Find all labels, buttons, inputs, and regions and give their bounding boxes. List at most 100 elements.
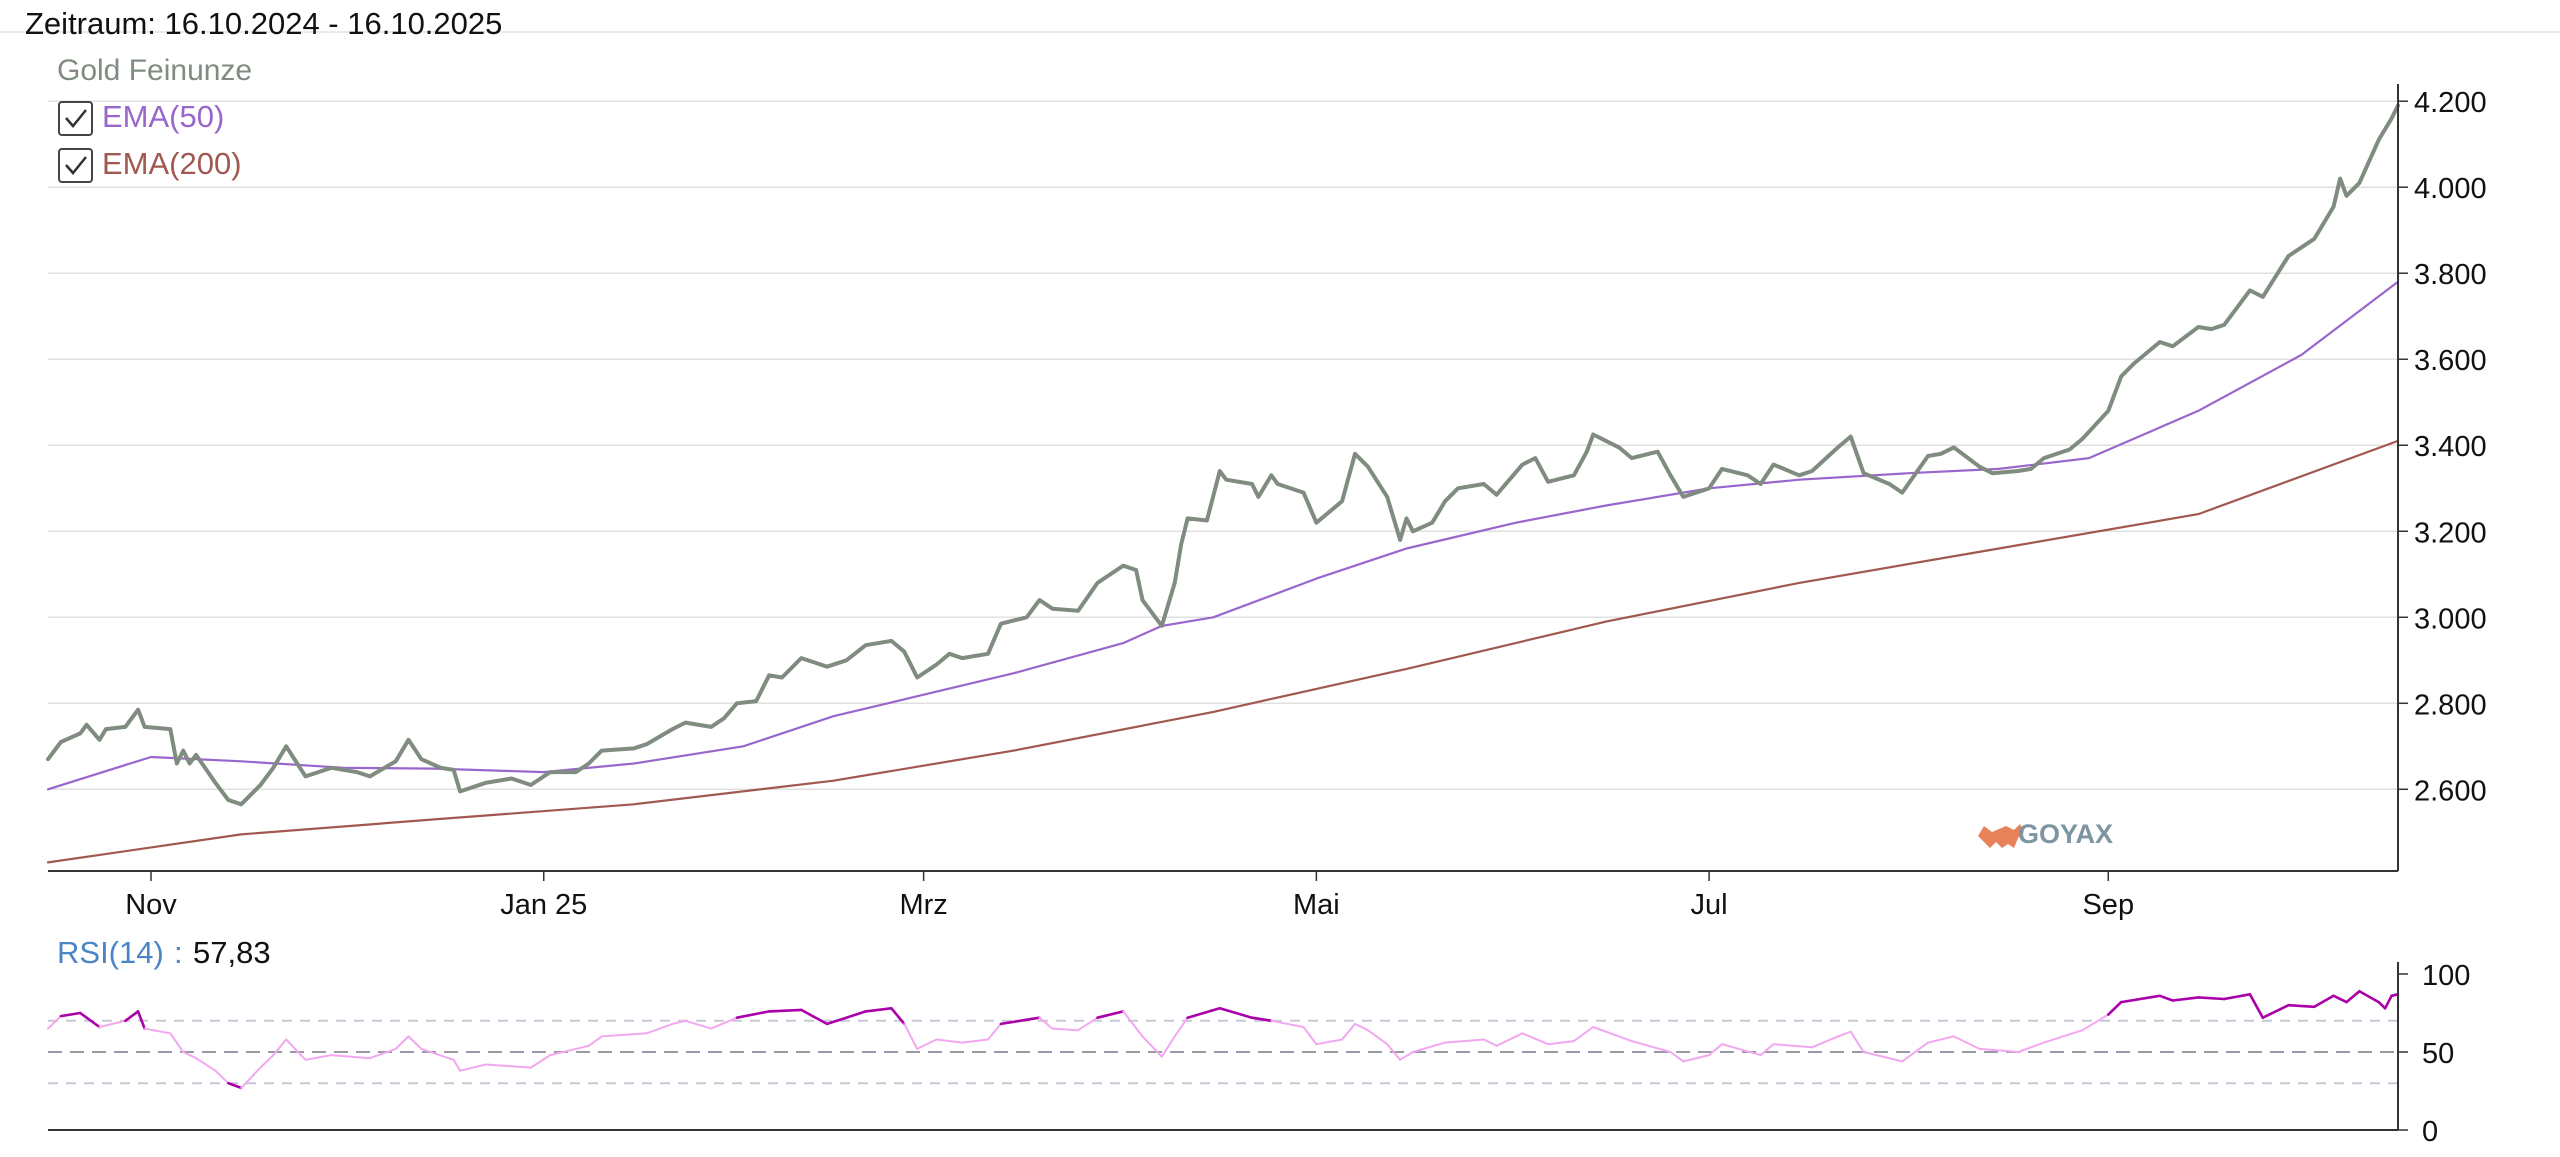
rsi-line-segment	[890, 1006, 906, 1026]
rsi-line-segment	[1849, 1030, 1865, 1053]
rsi-line-segment	[2390, 992, 2400, 998]
rsi-line-segment	[845, 1010, 868, 1020]
rsi-line-segment	[1341, 1022, 1356, 1041]
rsi-line-segment	[1495, 1032, 1524, 1047]
rsi-line-segment	[98, 1019, 127, 1028]
rsi-line-segment	[1836, 1030, 1852, 1038]
rsi-line-segment	[368, 1047, 397, 1060]
rsi-line-segment	[1482, 1038, 1498, 1047]
rsi-line-segment	[2158, 994, 2174, 1002]
rsi-current-value: 57,83	[193, 935, 271, 970]
rsi-line-segment	[587, 1035, 603, 1047]
rsi-line-segment	[710, 1016, 738, 1030]
rsi-line-segment	[1038, 1016, 1054, 1030]
x-tick-label: Jan 25	[500, 889, 587, 921]
rsi-line-segment	[987, 1022, 1002, 1041]
rsi-line-segment	[304, 1054, 333, 1061]
watermark-text: GOYAX	[2018, 819, 2113, 849]
rsi-line-segment	[1978, 1047, 2020, 1053]
price-y-tick-label: 3.600	[2414, 345, 2487, 377]
ema200-checkbox[interactable]	[58, 148, 93, 183]
rsi-line-segment	[2358, 989, 2380, 1004]
rsi-line-segment	[916, 1038, 938, 1050]
rsi-line-segment	[214, 1069, 230, 1085]
rsi-line-segment	[600, 1032, 648, 1038]
rsi-line-segment	[1218, 1006, 1254, 1020]
rsi-line-segment	[1354, 1022, 1369, 1032]
rsi-line-segment	[143, 1027, 172, 1035]
rsi-line-segment	[767, 1008, 803, 1013]
price-y-tick-label: 3.000	[2414, 603, 2487, 635]
rsi-line-segment	[484, 1063, 532, 1069]
legend-item-ema50[interactable]: EMA(50)	[58, 99, 224, 136]
rsi-line-segment	[1186, 1006, 1222, 1020]
rsi-line-segment	[1592, 1026, 1620, 1038]
rsi-line-segment	[1682, 1054, 1711, 1063]
rsi-line-segment	[2345, 989, 2361, 1004]
rsi-line-segment	[330, 1054, 371, 1060]
rsi-line-segment	[227, 1081, 243, 1090]
price-y-tick-label: 4.000	[2414, 173, 2487, 205]
rsi-reference-lines	[48, 1019, 2398, 1085]
instrument-label: Gold Feinunze	[57, 54, 252, 87]
rsi-line-segment	[407, 1035, 423, 1050]
rsi-line-segment	[1630, 1040, 1672, 1053]
rsi-line-segment	[2261, 1003, 2290, 1020]
rsi-line-segment	[420, 1047, 455, 1061]
rsi-line-segment	[78, 1011, 101, 1029]
price-y-tick-label: 3.400	[2414, 431, 2487, 463]
rsi-line-segment	[935, 1038, 964, 1044]
rsi-line-segment	[169, 1032, 185, 1053]
rsi-line-segment	[195, 1057, 217, 1072]
rsi-line-segment	[825, 1016, 848, 1026]
rsi-line-segment	[549, 1044, 590, 1057]
rsi-line-segment	[2248, 992, 2265, 1020]
rsi-line-segment	[2197, 996, 2226, 1001]
rsi-line-segment	[136, 1010, 146, 1030]
price-y-axis: 2.600 2.800 3.000 3.200 3.400 3.600 3.800 4.000…	[2398, 87, 2487, 807]
rsi-series-group	[47, 989, 2400, 1090]
rsi-y-tick-label: 0	[2422, 1116, 2438, 1148]
price-grid	[48, 100, 2398, 791]
rsi-line-segment	[1386, 1043, 1402, 1061]
rsi-line-segment	[1270, 1019, 1305, 1028]
ema50-checkbox[interactable]	[58, 101, 93, 136]
rsi-line-segment	[59, 1011, 82, 1018]
x-tick-label: Mai	[1293, 889, 1340, 921]
rsi-line-segment	[2119, 994, 2162, 1004]
rsi-line-segment	[2332, 994, 2348, 1004]
rsi-line-segment	[2287, 1003, 2316, 1009]
rsi-y-tick-label: 50	[2422, 1038, 2454, 1070]
rsi-line-segment	[1759, 1043, 1775, 1057]
rsi-line-segment	[285, 1038, 307, 1061]
price-y-tick-label: 2.600	[2414, 775, 2487, 807]
x-axis: Nov Jan 25 Mrz Mai Jul Sep	[125, 871, 2134, 921]
rsi-line-segment	[2313, 994, 2335, 1009]
rsi-line-segment	[1366, 1029, 1389, 1046]
rsi-line-segment	[259, 1054, 275, 1069]
rsi-line-segment	[1141, 1035, 1163, 1058]
rsi-line-segment	[645, 1022, 674, 1035]
price-y-tick-label: 2.800	[2414, 689, 2487, 721]
x-tick-label: Jul	[1691, 889, 1728, 921]
price-series-group	[46, 103, 2400, 864]
rsi-line-segment	[394, 1035, 410, 1050]
rsi-y-tick-label: 100	[2422, 960, 2470, 992]
rsi-line-segment	[1811, 1035, 1839, 1049]
bull-logo-icon	[1978, 824, 2024, 848]
rsi-label: RSI(14)	[57, 935, 164, 970]
rsi-line-segment	[799, 1008, 829, 1026]
goyax-watermark: GOYAX	[1978, 819, 2113, 849]
rsi-line-segment	[1122, 1010, 1144, 1038]
legend-item-ema200[interactable]: EMA(200)	[58, 146, 242, 183]
rsi-line-segment	[1572, 1026, 1595, 1043]
rsi-line-segment	[1160, 1035, 1176, 1058]
rsi-line-segment	[735, 1010, 771, 1020]
rsi-line-segment	[671, 1019, 687, 1025]
rsi-line-segment	[1708, 1043, 1723, 1057]
rsi-line-segment	[1444, 1038, 1485, 1044]
rsi-line-segment	[1096, 1010, 1125, 1020]
rsi-line-segment	[1721, 1043, 1762, 1057]
price-y-tick-label: 4.200	[2414, 87, 2487, 119]
rsi-line-segment	[2383, 994, 2393, 1010]
